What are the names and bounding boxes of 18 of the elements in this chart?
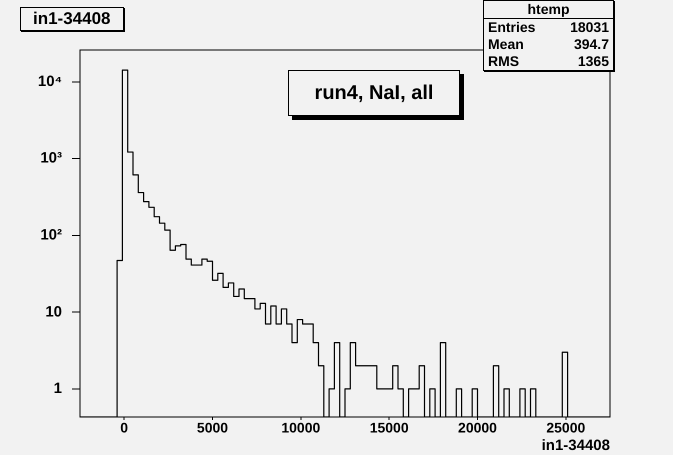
- y-tick-label: 1: [54, 380, 62, 398]
- x-tick-label: 0: [120, 419, 128, 436]
- x-tick-label: 25000: [546, 419, 586, 436]
- x-axis-title: in1-34408: [542, 437, 610, 454]
- x-tick-label: 20000: [458, 419, 498, 436]
- x-tick-label: 10000: [281, 419, 321, 436]
- text: htemp: [484, 1, 613, 19]
- annotation: run4, NaI, all: [288, 70, 460, 116]
- y-tick-label: 10³: [40, 150, 62, 167]
- text: RMS 1365: [488, 53, 609, 69]
- text: Mean 394.7: [488, 36, 609, 52]
- y-tick-label: 10⁴: [38, 72, 62, 90]
- x-tick-label: 15000: [370, 419, 409, 436]
- chart-title: in1-34408: [20, 7, 124, 31]
- y-tick-label: 10: [45, 303, 62, 320]
- text: Entries 18031: [488, 19, 609, 35]
- y-tick-label: 10²: [40, 226, 62, 244]
- x-tick-label: 5000: [196, 419, 228, 436]
